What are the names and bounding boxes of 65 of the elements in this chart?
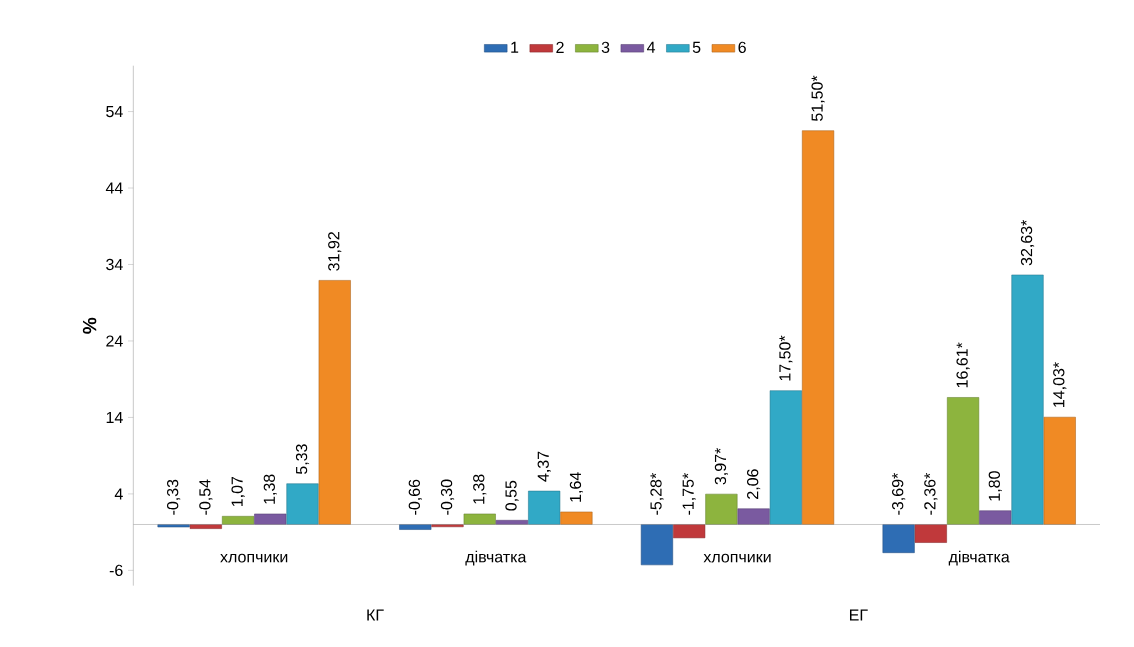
- data-label: 1,64: [569, 472, 584, 502]
- bar: [979, 510, 1012, 525]
- bar: [705, 493, 738, 525]
- data-label: 1,38: [473, 474, 487, 504]
- x-tick-label: дівчатка: [465, 550, 527, 566]
- bar: [1011, 274, 1044, 525]
- y-tick-label: 24: [106, 335, 123, 347]
- data-label: 16,61*: [956, 342, 970, 388]
- bar: [463, 513, 496, 525]
- data-label: -0,54: [199, 479, 213, 515]
- x-tick-label: хлопчики: [220, 553, 288, 563]
- data-label: 32,63*: [1020, 219, 1035, 266]
- data-label: 3,97*: [714, 447, 729, 485]
- bar: [882, 524, 915, 553]
- legend-label: 1: [511, 41, 519, 53]
- y-tick-label: 44: [105, 182, 123, 194]
- data-label: -3,69*: [892, 473, 906, 515]
- data-label: -1,75*: [682, 473, 696, 515]
- bar: [947, 397, 980, 525]
- bar: [673, 524, 706, 539]
- bar: [318, 280, 351, 525]
- bar: [769, 390, 802, 525]
- data-label: -0,33: [167, 479, 181, 515]
- data-label: 1,80: [988, 471, 1002, 501]
- y-axis-title: %: [82, 317, 97, 334]
- data-label: -0,30: [440, 479, 455, 515]
- bar: [528, 490, 561, 525]
- bar: [399, 524, 432, 530]
- data-label: -2,36*: [924, 473, 938, 515]
- data-label: 4,37: [537, 451, 551, 482]
- data-label: 1,38: [263, 474, 277, 504]
- data-label: 0,55: [505, 480, 519, 511]
- bar: [1043, 416, 1076, 525]
- text: КГ: [367, 609, 384, 621]
- data-label: -0,66: [408, 479, 422, 515]
- text: ЕГ: [849, 609, 868, 621]
- legend-label: 2: [556, 41, 564, 53]
- data-label: -5,28*: [650, 473, 664, 515]
- legend-label: 5: [692, 41, 701, 53]
- data-label: 51,50*: [811, 75, 825, 121]
- bar: [157, 524, 190, 528]
- data-label: 5,33: [295, 444, 310, 475]
- bar: [802, 130, 835, 525]
- legend-label: 6: [738, 41, 746, 54]
- y-tick-label: -6: [109, 564, 123, 577]
- y-tick-label: 14: [106, 411, 123, 423]
- bar: [254, 513, 287, 525]
- bar: [286, 483, 319, 525]
- bar: [222, 516, 255, 525]
- x-tick-label: дівчатка: [948, 550, 1010, 566]
- legend-label: 3: [601, 41, 610, 54]
- bar: [914, 524, 947, 543]
- data-label: 17,50*: [779, 335, 793, 381]
- bar: [737, 508, 770, 525]
- data-label: 14,03*: [1053, 362, 1067, 407]
- y-tick-label: 34: [106, 258, 123, 271]
- bar: [640, 524, 674, 566]
- data-label: 31,92: [328, 232, 342, 271]
- data-label: 2,06: [747, 469, 761, 499]
- bar: [560, 511, 593, 525]
- data-label: 1,07: [231, 476, 245, 507]
- legend-label: 4: [647, 41, 656, 53]
- y-tick-label: 54: [106, 105, 123, 118]
- y-tick-label: 4: [114, 488, 123, 500]
- x-tick-label: хлопчики: [703, 553, 771, 563]
